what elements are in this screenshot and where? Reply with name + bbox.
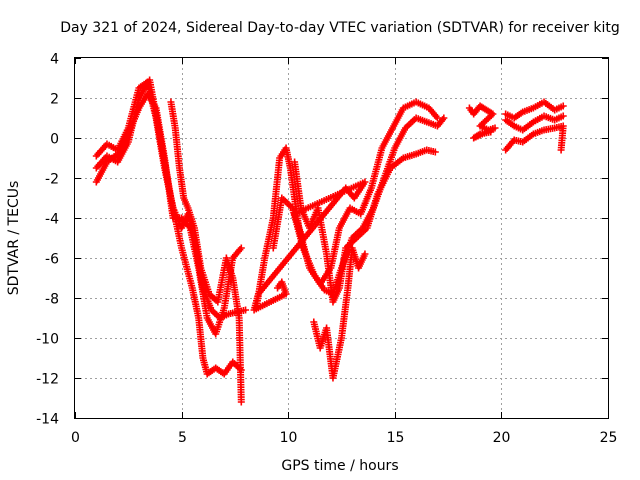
x-tick-label: 10 (280, 430, 298, 446)
y-tick-label: -2 (45, 172, 59, 188)
data-point (487, 128, 495, 136)
data-points (92, 76, 567, 406)
y-axis-label: SDTVAR / TECUs (6, 181, 22, 296)
data-point (557, 146, 565, 154)
x-axis-label: GPS time / hours (281, 458, 398, 474)
x-tick-label: 20 (493, 430, 511, 446)
x-tick-label: 5 (178, 430, 187, 446)
plot-frame (74, 57, 609, 419)
data-point (431, 148, 439, 156)
x-tick-label: 15 (387, 430, 405, 446)
axis-ticks: 0 5 10 15 20 25 -14 -12 -10 -8 -6 -4 -2 0 2 4 (36, 52, 617, 447)
data-point (297, 230, 305, 238)
data-point (559, 102, 567, 110)
y-tick-label: -8 (45, 292, 59, 308)
data-point (440, 114, 448, 122)
y-tick-label: -10 (36, 332, 59, 348)
y-tick-label: 4 (50, 52, 59, 68)
data-point (559, 112, 567, 120)
chart-title: Day 321 of 2024, Sidereal Day-to-day VTE… (60, 20, 620, 36)
x-tick-label: 25 (600, 430, 618, 446)
y-tick-label: -4 (45, 212, 59, 228)
data-point (361, 250, 369, 258)
y-tick-label: -12 (36, 372, 59, 388)
y-tick-label: 0 (50, 132, 59, 148)
y-tick-label: 2 (50, 92, 59, 108)
data-point (242, 306, 250, 314)
y-tick-label: -6 (45, 252, 59, 268)
x-tick-label: 0 (71, 430, 80, 446)
data-point (237, 398, 245, 406)
data-point (237, 244, 245, 252)
data-point (433, 114, 441, 122)
y-tick-label: -14 (36, 412, 59, 428)
